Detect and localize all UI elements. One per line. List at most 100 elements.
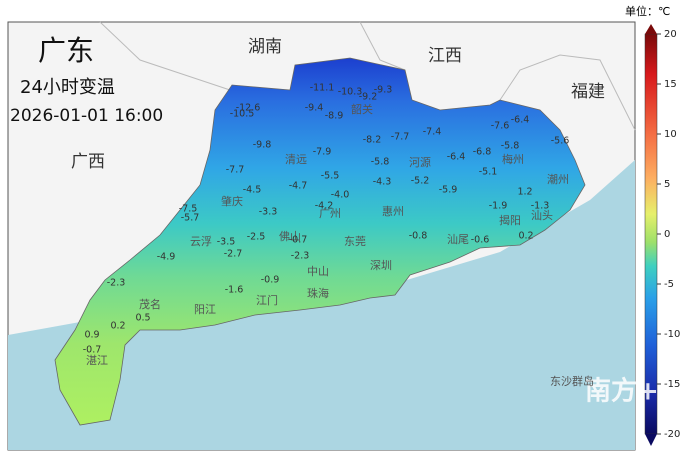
city-label: 惠州 [382,204,404,218]
temperature-label: -7.7 [391,132,410,143]
colorbar-tick-label: 20 [664,29,677,40]
temperature-label: -4.3 [373,177,392,188]
colorbar-tick-label: -10 [664,329,680,340]
temperature-label: -4.9 [157,252,176,263]
subtitle: 24小时变温 [20,77,115,98]
border [359,21,406,71]
city-label: 广州 [319,207,341,220]
city-label: 珠海 [307,286,329,300]
temperature-label: -4.0 [331,190,350,201]
city-label: 梅州 [502,152,524,166]
city-label: 肇庆 [221,194,243,208]
temperature-label: -9.3 [374,85,393,96]
temperature-label: -5.8 [501,141,520,152]
temperature-label: -5.6 [551,136,570,147]
temperature-label: -10.3 [338,87,363,98]
temperature-label: -1.6 [225,285,244,296]
temperature-label: 0.2 [110,321,125,332]
temperature-label: -5.9 [439,185,458,196]
temperature-label: -3.3 [259,207,278,218]
colorbar-tick-label: 5 [664,179,670,190]
title: 广东 [38,34,94,67]
city-label: 东莞 [344,235,366,248]
temperature-label: -9.8 [253,140,272,151]
temperature-label: -4.2 [315,201,334,212]
temperature-label: -2.7 [224,249,243,260]
temperature-label: -7.6 [491,121,510,132]
temperature-label: -9.4 [305,103,324,114]
temperature-label: -2.3 [107,278,126,289]
temperature-label: -0.9 [261,275,280,286]
colorbar-cap [645,24,657,34]
temperature-label: -0.6 [471,235,490,246]
city-label: 深圳 [370,259,392,272]
temperature-label: 1.2 [517,187,532,198]
temperature-label: -6.4 [511,115,530,126]
temperature-label: -5.7 [181,213,200,224]
watermark: 南方+ [585,376,659,407]
temperature-label: -7.9 [313,147,332,158]
city-label: 揭阳 [499,213,521,227]
city-label: 阳江 [194,303,216,316]
border [499,54,636,131]
city-label: 清远 [285,153,307,166]
city-label: 河源 [409,155,431,169]
city-label: 佛山 [279,230,301,243]
temperature-label: -7.4 [423,127,442,138]
temperature-label: -6.4 [447,152,466,163]
temperature-label: -1.9 [489,201,508,212]
temperature-label: -9.2 [359,92,378,103]
colorbar-tick-label: -15 [664,379,680,390]
colorbar [644,33,658,435]
temperature-label: -4.5 [243,185,262,196]
temperature-label: -7.5 [179,204,198,215]
city-label: 中山 [307,265,329,278]
colorbar-cap [645,434,657,446]
temperature-label: -8.2 [363,135,382,146]
colorbar-tick-label: 15 [664,79,677,90]
city-label: 茂名 [139,297,161,311]
temperature-label: 0.5 [135,313,150,324]
temperature-label: -2.5 [247,232,266,243]
temperature-label: -4.7 [289,181,308,192]
temperature-label: -7.7 [226,165,245,176]
region-label: 福建 [571,82,605,102]
border [99,21,231,91]
guangdong [54,57,586,426]
city-label: 汕头 [531,209,553,222]
temperature-label: -5.2 [411,176,430,187]
colorbar-tick-label: -20 [664,429,680,440]
temperature-label: -11.1 [310,83,335,94]
temperature-label: -1.3 [531,201,550,212]
datetime: 2026-01-01 16:00 [10,106,163,126]
region-label: 湖南 [248,37,282,57]
city-label: 东沙群岛 [550,374,594,388]
temperature-label: -5.8 [371,157,390,168]
temperature-label: -0.8 [409,231,428,242]
temperature-label: -0.7 [83,345,102,356]
temperature-label: -5.1 [479,167,498,178]
region-label: 江西 [428,46,462,66]
temperature-label: -3.5 [217,237,236,248]
city-label: 江门 [256,293,278,307]
city-label: 韶关 [351,102,373,116]
temperature-label: -5.5 [321,171,340,182]
region-label: 广西 [71,152,105,172]
temperature-label: -2.3 [291,251,310,262]
city-label: 汕尾 [447,233,469,246]
colorbar-tick-label: 0 [664,229,670,240]
unit-label: 单位：℃ [625,4,670,18]
temperature-label: 0.9 [84,330,99,341]
city-label: 云浮 [190,235,212,248]
city-label: 潮州 [547,172,569,186]
temperature-label: -8.9 [325,111,344,122]
temperature-label: -10.5 [230,109,255,120]
city-label: 湛江 [86,354,108,367]
temperature-label: 0.2 [518,231,533,242]
temperature-label: -6.8 [473,147,492,158]
temperature-label: -12.6 [236,103,261,114]
temperature-label: -0.7 [289,235,308,246]
colorbar-tick-label: -5 [664,279,674,290]
colorbar-tick-label: 10 [664,129,677,140]
